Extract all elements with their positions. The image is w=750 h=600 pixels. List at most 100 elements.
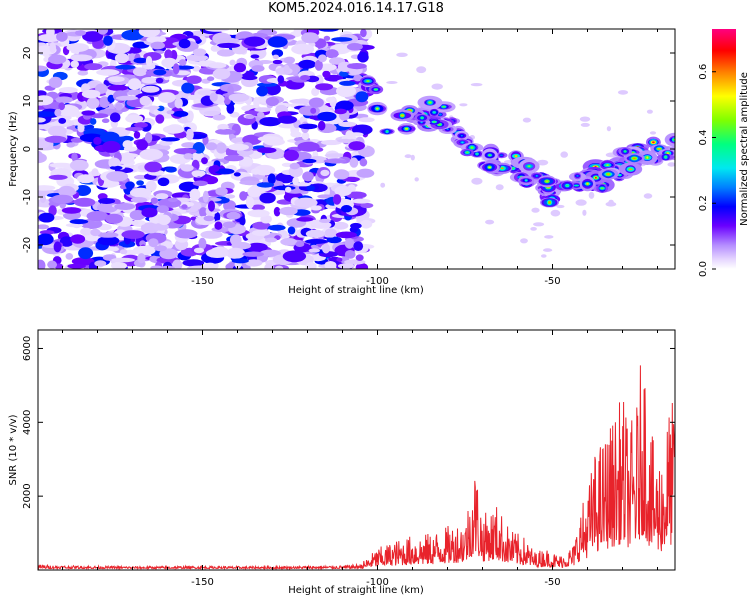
- heatmap-cell: [217, 123, 229, 130]
- heatmap-cell: [98, 198, 116, 204]
- x-tick-label: -150: [191, 276, 214, 287]
- heatmap-cell: [132, 67, 148, 77]
- heatmap-cell: [115, 95, 138, 101]
- heatmap-cell: [216, 42, 241, 49]
- heatmap-cell: [296, 217, 314, 222]
- heatmap-cell: [360, 219, 373, 229]
- heatmap-cell: [122, 140, 133, 149]
- heatmap-cell: [94, 260, 107, 267]
- heatmap-cell: [145, 56, 153, 67]
- snr-ticks: -150 -100 -50 2000 4000 6000: [22, 330, 675, 588]
- heatmap-cell: [305, 262, 317, 269]
- heatmap-cell: [58, 117, 67, 124]
- colorbar-tick-label: 0.0: [698, 261, 709, 277]
- heatmap-cell: [600, 187, 604, 190]
- heatmap-cell: [38, 117, 46, 123]
- heatmap-cell: [185, 128, 194, 141]
- heatmap-cell: [252, 221, 271, 230]
- heatmap-cell: [150, 265, 163, 269]
- heatmap-cell: [247, 186, 262, 198]
- heatmap-cell: [410, 154, 415, 161]
- heatmap-cell: [155, 114, 165, 124]
- heatmap-cell: [652, 141, 655, 144]
- heatmap-cell: [70, 234, 86, 244]
- heatmap-cell: [77, 70, 89, 76]
- heatmap-cell: [268, 224, 286, 231]
- heatmap-cell: [69, 159, 89, 171]
- heatmap-cell: [77, 174, 95, 184]
- heatmap-cell: [66, 43, 89, 52]
- heatmap-cell: [206, 76, 215, 81]
- heatmap-cell: [301, 32, 319, 44]
- heatmap-cell: [314, 59, 323, 71]
- heatmap-cell: [119, 249, 128, 255]
- heatmap-cell: [318, 120, 326, 131]
- heatmap-cell: [488, 154, 491, 157]
- heatmap-cell: [335, 231, 357, 239]
- y-tick-label: 10: [22, 95, 33, 108]
- heatmap-cell: [386, 81, 398, 84]
- heatmap-cell: [58, 185, 76, 198]
- heatmap-cell: [279, 206, 298, 216]
- heatmap-cell: [333, 221, 349, 230]
- heatmap-cell: [205, 29, 229, 32]
- heatmap-cell: [259, 192, 276, 204]
- heatmap-cell: [181, 142, 197, 148]
- heatmap-cell: [226, 103, 235, 114]
- y-tick-label: -10: [22, 189, 33, 205]
- heatmap-cell: [109, 165, 123, 170]
- heatmap-cell: [277, 115, 297, 124]
- heatmap-cell: [67, 106, 80, 117]
- spectrogram-x-label: Height of straight line (km): [288, 285, 424, 296]
- heatmap-cell: [74, 30, 87, 36]
- heatmap-cell: [186, 110, 194, 122]
- heatmap-cell: [173, 148, 197, 155]
- heatmap-cell: [431, 83, 443, 90]
- heatmap-cell: [466, 151, 469, 154]
- heatmap-cell: [102, 140, 121, 153]
- heatmap-cell: [233, 62, 246, 73]
- heatmap-cell: [145, 180, 157, 192]
- heatmap-cell: [289, 162, 300, 170]
- heatmap-cell: [49, 42, 56, 54]
- colorbar-label: Normalized spectral amplitude: [739, 72, 750, 226]
- heatmap-cell: [38, 185, 56, 191]
- heatmap-cell: [251, 229, 271, 237]
- heatmap-cell: [132, 245, 156, 256]
- heatmap-cell: [97, 29, 109, 35]
- x-tick-label: -100: [366, 276, 389, 287]
- heatmap-cell: [214, 221, 223, 230]
- heatmap-cell: [200, 230, 223, 239]
- heatmap-cell: [315, 83, 334, 91]
- heatmap-cell: [239, 191, 248, 201]
- heatmap-cell: [617, 90, 629, 95]
- heatmap-cell: [69, 219, 89, 225]
- heatmap-cell: [438, 123, 441, 126]
- heatmap-cell: [565, 184, 569, 187]
- heatmap-cell: [166, 110, 175, 115]
- heatmap-cell: [192, 180, 208, 187]
- heatmap-cell: [190, 216, 197, 221]
- heatmap-cell: [80, 227, 93, 236]
- heatmap-cell: [203, 215, 215, 222]
- heatmap-cell: [150, 197, 159, 204]
- heatmap-cell: [543, 248, 553, 252]
- heatmap-cell: [189, 188, 201, 201]
- heatmap-cell: [148, 238, 159, 248]
- heatmap-cell: [226, 247, 246, 259]
- heatmap-cell: [290, 131, 302, 138]
- heatmap-cell: [155, 193, 169, 200]
- heatmap-cell: [48, 76, 63, 88]
- heatmap-cell: [311, 87, 320, 97]
- heatmap-cell: [608, 199, 614, 205]
- heatmap-cell: [283, 56, 295, 64]
- snr-series-line: [38, 365, 675, 570]
- heatmap-cell: [347, 63, 367, 70]
- heatmap-cell: [475, 153, 479, 155]
- heatmap-cell: [323, 35, 331, 41]
- heatmap-cell: [331, 37, 353, 42]
- heatmap-cell: [96, 69, 120, 76]
- heatmap-cell: [158, 92, 176, 103]
- heatmap-cell: [115, 64, 136, 70]
